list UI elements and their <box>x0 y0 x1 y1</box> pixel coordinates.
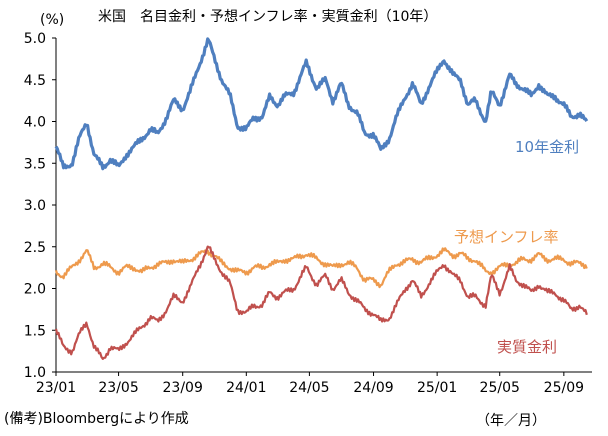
y-tick-label: 5.0 <box>24 31 46 47</box>
series-line-2 <box>54 245 588 360</box>
series-layer <box>54 37 589 360</box>
y-axis-unit: (%) <box>40 12 65 28</box>
x-axis-unit: （年／月） <box>476 413 546 429</box>
x-tick-label: 24/05 <box>289 380 329 396</box>
x-tick-label: 25/05 <box>480 380 520 396</box>
x-tick-label: 25/09 <box>544 380 584 396</box>
y-tick-label: 3.5 <box>24 156 46 172</box>
source-note: (備考)Bloombergにより作成 <box>4 411 189 427</box>
x-tick-label: 23/09 <box>163 380 203 396</box>
series-label-2: 実質金利 <box>497 338 557 356</box>
y-tick-label: 2.5 <box>24 240 46 256</box>
x-tick-label: 23/05 <box>98 380 138 396</box>
series-line-0 <box>54 37 589 171</box>
y-tick-label: 3.0 <box>24 198 46 214</box>
series-line-1 <box>54 247 588 289</box>
y-tick-label: 1.5 <box>24 323 46 339</box>
chart-title: 米国 名目金利・予想インフレ率・実質金利（10年） <box>98 9 438 25</box>
x-tick-label: 24/09 <box>353 380 393 396</box>
y-tick-label: 1.0 <box>24 365 46 381</box>
x-tick-label: 25/01 <box>417 380 457 396</box>
series-label-1: 予想インフレ率 <box>454 228 559 246</box>
y-tick-label: 2.0 <box>24 282 46 298</box>
axes: 5.0 4.5 4.0 3.5 3.0 2.5 2.0 1.5 1.023/01 23/05 23/… <box>24 31 592 396</box>
x-tick-label: 23/01 <box>36 380 76 396</box>
series-label-0: 10年金利 <box>515 138 579 156</box>
y-tick-label: 4.0 <box>24 115 46 131</box>
x-tick-label: 24/01 <box>226 380 266 396</box>
y-tick-label: 4.5 <box>24 73 46 89</box>
